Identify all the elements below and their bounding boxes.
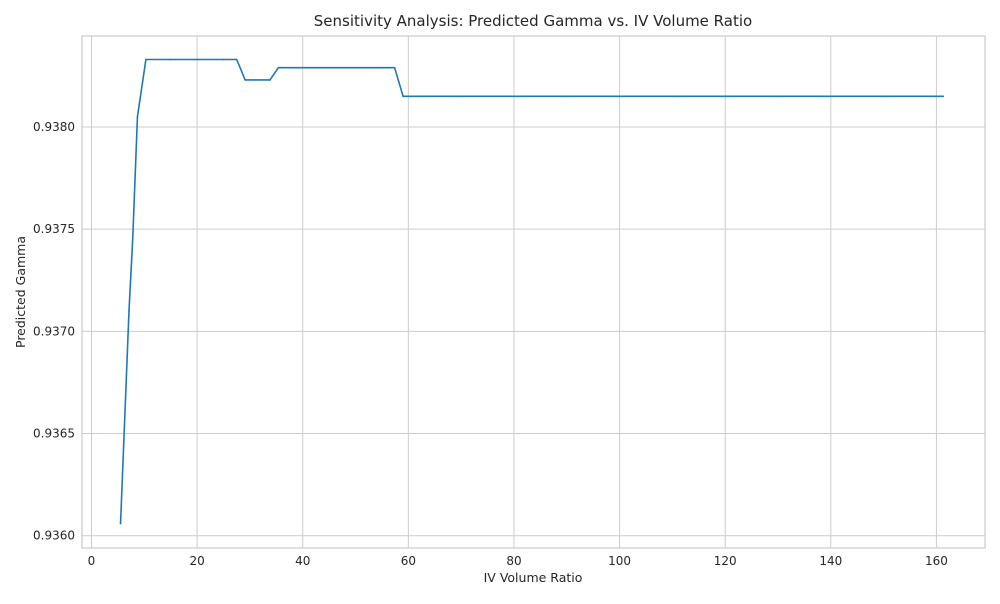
x-tick-label: 120: [714, 554, 737, 568]
data-point: [196, 58, 198, 61]
x-tick-label: 140: [819, 554, 842, 568]
data-point: [724, 95, 726, 98]
data-point: [222, 58, 225, 61]
data-point: [942, 95, 945, 98]
data-point: [244, 79, 246, 81]
data-point: [301, 66, 304, 69]
data-point: [830, 95, 832, 98]
data-point: [145, 58, 147, 61]
data-point: [393, 66, 396, 69]
y-tick-label: 0.9380: [33, 120, 75, 134]
data-point: [235, 58, 238, 61]
y-tick-label: 0.9360: [33, 529, 75, 543]
grid-lines: [82, 36, 985, 548]
data-point: [460, 95, 462, 98]
x-axis-ticks: 0 20 40 60 80 100 120 140 160: [88, 554, 948, 568]
x-tick-label: 160: [925, 554, 948, 568]
x-tick-label: 100: [608, 554, 631, 568]
data-point: [513, 95, 515, 98]
data-point: [119, 522, 122, 525]
plot-area-frame: [81, 35, 986, 549]
x-axis-label: IV Volume Ratio: [484, 570, 583, 585]
data-point: [131, 238, 134, 241]
series-line: [119, 58, 945, 525]
data-point: [277, 66, 280, 69]
x-tick-label: 80: [506, 554, 521, 568]
data-point: [354, 66, 357, 69]
data-point: [402, 95, 404, 98]
data-point: [169, 58, 172, 61]
data-point: [882, 95, 885, 98]
data-point: [269, 79, 271, 81]
series-layer: [119, 58, 945, 525]
data-point: [565, 95, 568, 98]
data-point: [136, 115, 139, 118]
data-point: [128, 310, 130, 312]
y-axis-label: Predicted Gamma: [13, 236, 28, 348]
data-point: [671, 95, 674, 98]
y-axis-ticks: 0.9360 0.9365 0.9370 0.9375 0.9380: [33, 120, 75, 543]
data-point: [381, 66, 383, 69]
y-tick-label: 0.9375: [33, 222, 75, 236]
chart-title: Sensitivity Analysis: Predicted Gamma vs…: [314, 12, 752, 30]
y-tick-label: 0.9370: [33, 324, 75, 338]
y-tick-label: 0.9365: [33, 427, 75, 441]
x-tick-label: 20: [189, 554, 204, 568]
x-tick-label: 40: [295, 554, 310, 568]
data-point: [777, 95, 779, 98]
x-tick-label: 0: [88, 554, 96, 568]
data-point: [618, 95, 621, 98]
data-point: [328, 66, 330, 69]
x-tick-label: 60: [401, 554, 416, 568]
